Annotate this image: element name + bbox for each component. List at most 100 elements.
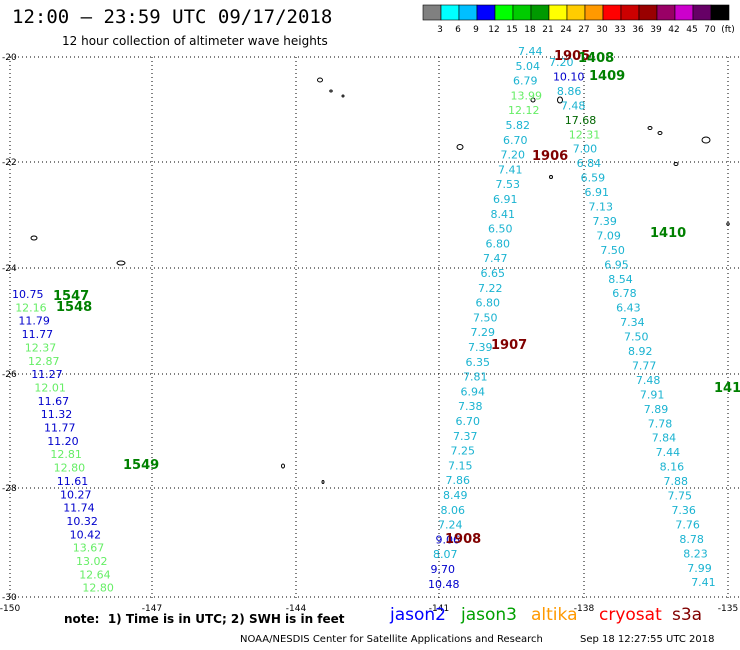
island-outline xyxy=(647,126,653,130)
wave-height-value: 10.32 xyxy=(66,515,98,528)
wave-height-value: 12.37 xyxy=(25,341,57,354)
wave-height-value: 7.47 xyxy=(483,252,508,265)
wave-height-value: 9.70 xyxy=(431,563,456,576)
longitude-label: -147 xyxy=(142,604,162,614)
wave-height-value: 8.78 xyxy=(679,533,704,546)
wave-height-value: 11.77 xyxy=(44,422,76,435)
wave-height-value: 10.42 xyxy=(70,528,102,541)
pass-time-label: 1907 xyxy=(491,338,527,353)
wave-height-value: 13.02 xyxy=(76,555,108,568)
wave-height-value: 7.89 xyxy=(644,403,669,416)
wave-height-value: 6.91 xyxy=(585,186,610,199)
pass-time-label: 1906 xyxy=(532,149,568,164)
colorbar-swatch xyxy=(548,4,568,21)
wave-height-value: 9.06 xyxy=(436,533,461,546)
island-outline xyxy=(321,480,325,484)
wave-height-value: 7.41 xyxy=(498,163,523,176)
wave-height-value: 7.86 xyxy=(446,474,471,487)
wave-height-value: 11.67 xyxy=(38,395,70,408)
wave-height-value: 10.10 xyxy=(553,70,585,83)
footer-note: note: 1) Time is in UTC; 2) SWH is in fe… xyxy=(64,612,345,626)
satellite-legend-cryosat: cryosat xyxy=(599,605,662,625)
colorbar-label: 3 xyxy=(437,25,443,35)
wave-height-value: 11.77 xyxy=(22,328,53,341)
wave-height-value: 12.81 xyxy=(50,448,82,461)
page-subtitle: 12 hour collection of altimeter wave hei… xyxy=(62,34,328,48)
axis-labels: -20 -22 -24 -26 -28 -30-150 -147 -144 -141 -138 -1… xyxy=(0,53,738,614)
satellite-legend-altika: altika xyxy=(531,605,578,625)
wave-height-value: 11.74 xyxy=(63,502,94,515)
colorbar-swatch xyxy=(422,4,442,21)
colorbar-swatch xyxy=(602,4,622,21)
wave-height-value: 7.50 xyxy=(624,331,649,344)
colorbar-swatch xyxy=(638,4,658,21)
wave-height-value: 7.39 xyxy=(592,215,617,228)
colorbar-label: 70 xyxy=(704,25,716,35)
wave-height-value: 8.06 xyxy=(441,504,466,517)
island-outline xyxy=(317,77,323,83)
page-title: 12:00 — 23:59 UTC 09/17/2018 xyxy=(12,6,333,28)
pass-time-label: 1548 xyxy=(56,300,92,315)
wave-height-value: 10.27 xyxy=(60,488,92,501)
wave-height-value: 12.80 xyxy=(82,582,114,595)
longitude-label: -150 xyxy=(0,604,20,614)
longitude-label: -144 xyxy=(286,604,307,614)
footer-credit: NOAA/NESDIS Center for Satellite Applica… xyxy=(240,634,543,645)
lat-lon-grid xyxy=(9,56,740,600)
island-outline xyxy=(673,162,679,166)
longitude-label: -135 xyxy=(718,604,738,614)
longitude-label: -138 xyxy=(574,604,595,614)
wave-height-value: 6.43 xyxy=(616,302,641,315)
footer-timestamp: Sep 18 12:27:55 UTC 2018 xyxy=(580,634,715,645)
wave-height-value: 7.81 xyxy=(463,371,488,384)
wave-height-value: 8.23 xyxy=(683,547,708,560)
wave-height-value: 7.37 xyxy=(453,430,478,443)
wave-height-value: 8.86 xyxy=(557,85,582,98)
colorbar-label: 18 xyxy=(524,25,536,35)
wave-height-value: 12.01 xyxy=(34,381,66,394)
wave-height-value: 12.12 xyxy=(508,104,540,117)
satellite-legend-s3a: s3a xyxy=(672,605,703,625)
wave-height-value: 7.34 xyxy=(620,316,645,329)
pass-time-label: 1408 xyxy=(578,51,614,66)
wave-height-value: 6.84 xyxy=(577,157,602,170)
wave-height-value: 7.84 xyxy=(652,432,677,445)
colorbar-swatch xyxy=(440,4,460,21)
wave-height-value: 7.00 xyxy=(573,143,598,156)
wave-height-value: 13.67 xyxy=(73,542,105,555)
island-outline xyxy=(329,89,333,93)
colorbar-swatch xyxy=(692,4,712,21)
wave-height-value: 7.36 xyxy=(671,504,696,517)
colorbar-label: 27 xyxy=(578,25,589,35)
colorbar-label: 21 xyxy=(542,25,553,35)
wave-height-value: 7.44 xyxy=(656,446,681,459)
wave-height-value: 7.48 xyxy=(636,374,661,387)
wave-height-value: 8.92 xyxy=(628,345,653,358)
wave-height-value: 17.68 xyxy=(565,114,597,127)
wave-height-value: 7.41 xyxy=(691,576,716,589)
wave-height-value: 11.79 xyxy=(18,315,50,328)
wave-height-value: 6.35 xyxy=(466,356,491,369)
wave-height-value: 12.87 xyxy=(28,355,60,368)
wave-height-value: 12.31 xyxy=(569,128,601,141)
island-outline xyxy=(657,131,663,135)
island-outline xyxy=(530,97,536,103)
colorbar-swatch xyxy=(656,4,676,21)
wave-height-value: 8.16 xyxy=(660,461,685,474)
colorbar-swatch xyxy=(476,4,496,21)
pass-time-label: 1410 xyxy=(650,226,686,241)
pass-time-label: 1908 xyxy=(445,532,481,547)
wave-height-value: 7.48 xyxy=(561,99,586,112)
latitude-label: -20 xyxy=(2,53,17,63)
colorbar-label: 45 xyxy=(686,25,697,35)
colorbar-label: (ft) xyxy=(721,25,735,35)
wave-height-value: 7.44 xyxy=(518,45,543,58)
wave-height-value: 6.70 xyxy=(503,134,528,147)
island-outlines xyxy=(30,77,730,484)
wave-height-value: 7.38 xyxy=(458,400,483,413)
latitude-label: -28 xyxy=(2,484,17,494)
island-outline xyxy=(341,94,345,98)
wave-height-value: 6.91 xyxy=(493,193,518,206)
colorbar-label: 12 xyxy=(488,25,499,35)
